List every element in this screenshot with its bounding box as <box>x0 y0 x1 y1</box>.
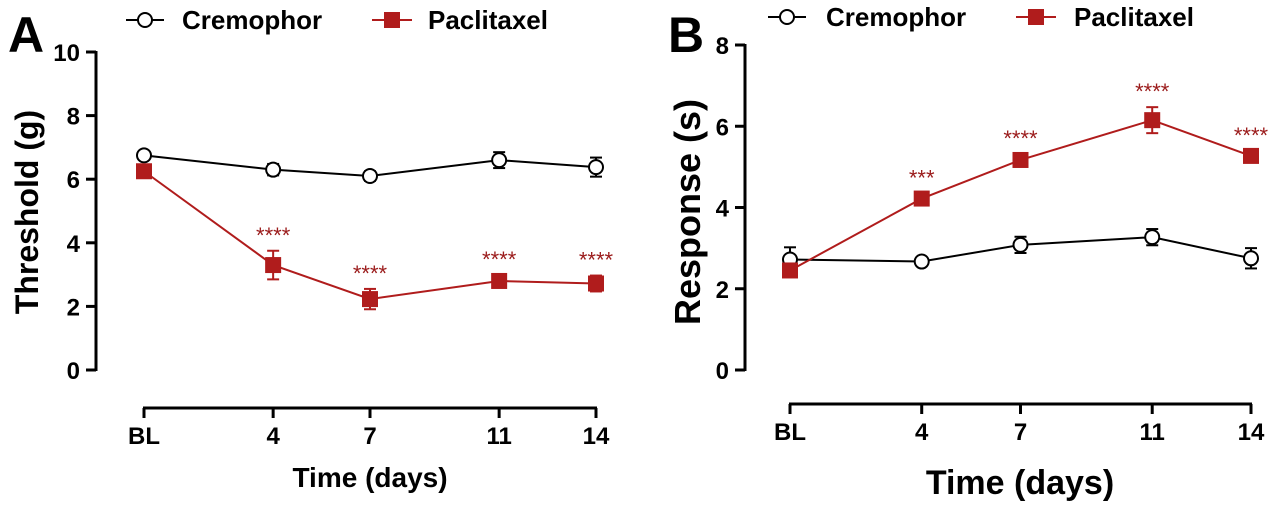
y-tick-label: 0 <box>67 358 80 385</box>
data-point-cremophor <box>1243 250 1259 267</box>
data-point-paclitaxel <box>782 262 798 279</box>
legend-cremophor-marker-icon <box>779 9 795 25</box>
data-point-paclitaxel <box>913 190 930 207</box>
significance-label: **** <box>482 247 517 272</box>
panel-b: B Cremophor Paclitaxel Response (s) Time… <box>667 2 1269 502</box>
data-point-cremophor <box>265 161 282 178</box>
data-point-cremophor <box>1012 236 1029 253</box>
data-point-paclitaxel <box>136 163 152 180</box>
data-point-paclitaxel <box>1144 112 1161 129</box>
x-tick-label: 14 <box>583 423 610 450</box>
significance-label: *** <box>909 166 935 191</box>
x-tick-label: BL <box>128 423 160 450</box>
x-tick-label: 7 <box>363 423 376 450</box>
y-tick-label: 4 <box>716 196 730 223</box>
x-tick-label: BL <box>774 419 806 446</box>
x-tick-label: 7 <box>1014 419 1027 446</box>
x-tick-label: 4 <box>266 423 280 450</box>
y-tick-label: 2 <box>67 294 80 321</box>
plot-area-a: 0 2 4 6 8 10 BL 4 7 11 14 **** **** **** **** <box>53 40 613 450</box>
legend-paclitaxel-label: Paclitaxel <box>428 5 548 35</box>
y-axis-title-a: Threshold (g) <box>9 110 45 314</box>
data-point-paclitaxel <box>588 275 604 292</box>
y-tick-label: 10 <box>53 40 80 67</box>
data-point-cremophor <box>491 152 508 169</box>
x-tick-label: 11 <box>1140 419 1165 446</box>
x-tick-label: 11 <box>486 423 511 450</box>
data-point-cremophor <box>588 159 604 176</box>
y-tick-label: 8 <box>716 33 729 60</box>
significance-label: **** <box>1135 79 1170 104</box>
y-tick-label: 4 <box>67 231 81 258</box>
legend-paclitaxel-marker-icon <box>384 12 400 28</box>
panel-letter-a: A <box>8 7 44 63</box>
data-point-paclitaxel <box>265 257 282 274</box>
legend-paclitaxel-label: Paclitaxel <box>1074 2 1194 32</box>
y-tick-label: 8 <box>67 104 80 131</box>
data-point-cremophor <box>136 147 152 164</box>
y-tick-label: 0 <box>716 358 729 385</box>
data-point-cremophor <box>362 168 378 185</box>
legend-cremophor-marker-icon <box>137 12 153 28</box>
significance-label: **** <box>579 248 614 273</box>
panel-letter-b: B <box>668 7 704 63</box>
y-tick-label: 6 <box>716 114 729 141</box>
legend-b: Cremophor Paclitaxel <box>768 2 1194 32</box>
data-point-cremophor <box>913 253 930 270</box>
legend-cremophor-label: Cremophor <box>826 2 966 32</box>
data-point-paclitaxel <box>1243 147 1259 164</box>
x-tick-label: 4 <box>915 419 929 446</box>
significance-label: **** <box>1003 126 1038 151</box>
data-point-cremophor <box>1144 229 1161 246</box>
x-tick-label: 14 <box>1238 419 1265 446</box>
legend-a: Cremophor Paclitaxel <box>126 5 548 35</box>
x-axis-title-a: Time (days) <box>292 462 447 493</box>
y-tick-label: 6 <box>67 167 80 194</box>
y-axis-title-b: Response (s) <box>667 99 708 325</box>
data-point-paclitaxel <box>491 272 508 289</box>
panel-a: A Cremophor Paclitaxel Threshold (g) Tim… <box>8 5 614 493</box>
x-axis-title-b: Time (days) <box>926 464 1114 502</box>
significance-label: **** <box>353 261 388 286</box>
significance-label: **** <box>1234 123 1269 148</box>
legend-paclitaxel-marker-icon <box>1028 9 1044 25</box>
y-tick-label: 2 <box>716 277 729 304</box>
data-point-paclitaxel <box>1012 151 1029 168</box>
significance-label: **** <box>256 223 291 248</box>
data-point-paclitaxel <box>362 291 378 308</box>
legend-cremophor-label: Cremophor <box>182 5 322 35</box>
